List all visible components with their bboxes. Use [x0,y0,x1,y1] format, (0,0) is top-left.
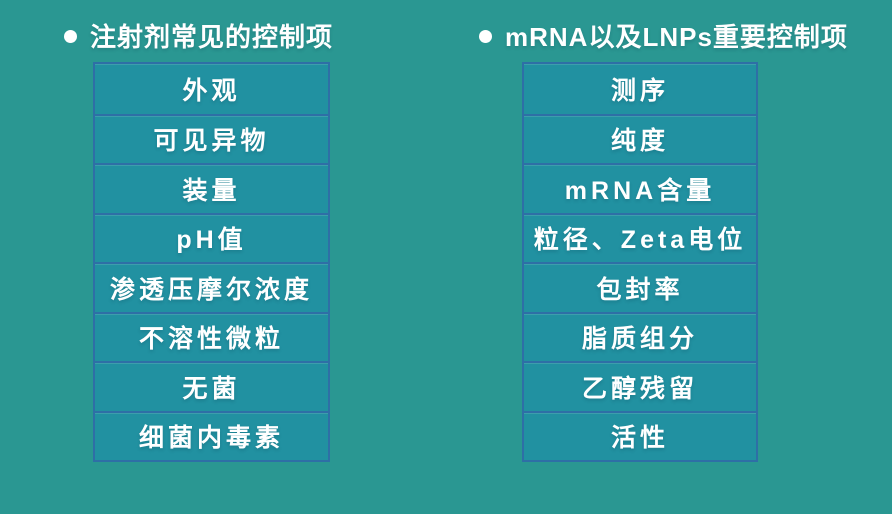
list-item: 活性 [524,410,756,461]
injection-panel-header: 注射剂常见的控制项 [64,17,333,54]
bullet-icon [479,30,492,43]
mrna-lnp-panel-header: mRNA以及LNPs重要控制项 [479,17,848,54]
list-item: 装量 [95,163,328,213]
list-item: 粒径、Zeta电位 [524,212,756,263]
list-item: 渗透压摩尔浓度 [95,262,328,312]
list-item: 细菌内毒素 [95,410,328,461]
mrna-lnp-control-list: 测序 纯度 mRNA含量 粒径、Zeta电位 包封率 脂质组分 乙醇残留 活性 [522,62,758,462]
list-item: 测序 [524,64,756,114]
list-item: 纯度 [524,113,756,164]
injection-panel-title: 注射剂常见的控制项 [90,22,334,52]
list-item: 包封率 [524,262,756,312]
list-item: pH值 [95,212,328,263]
bullet-icon [64,30,77,43]
mrna-lnp-panel-title: mRNA以及LNPs重要控制项 [505,22,848,52]
list-item: 外观 [95,64,328,114]
list-item: 可见异物 [95,113,328,164]
list-item: 脂质组分 [524,311,756,362]
list-item: mRNA含量 [524,163,756,213]
list-item: 无菌 [95,361,328,411]
list-item: 不溶性微粒 [95,311,328,362]
list-item: 乙醇残留 [524,361,756,411]
injection-control-list: 外观 可见异物 装量 pH值 渗透压摩尔浓度 不溶性微粒 无菌 细菌内毒素 [93,62,330,462]
